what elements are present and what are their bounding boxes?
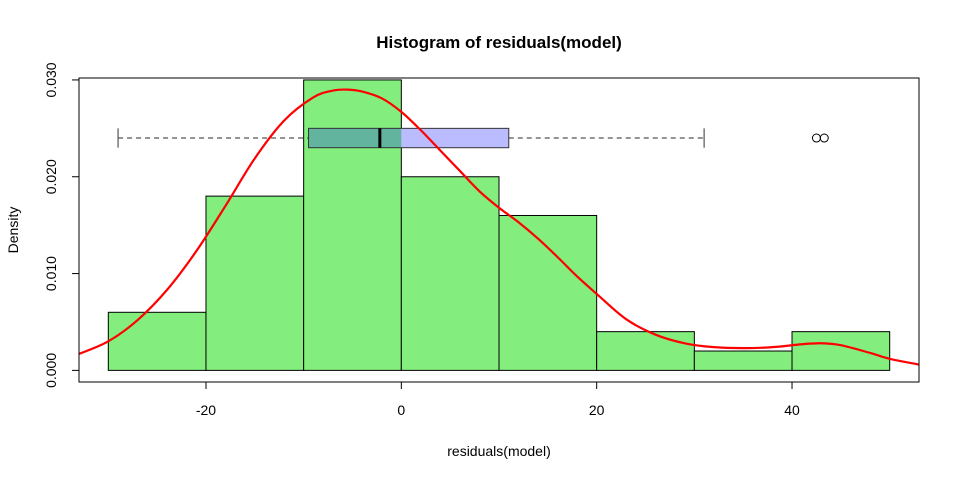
histogram-bar bbox=[205, 195, 305, 371]
histogram-bars bbox=[107, 79, 891, 371]
histogram-bar bbox=[400, 176, 500, 371]
density-curve-group bbox=[78, 88, 920, 366]
histogram-bar bbox=[791, 331, 891, 371]
boxplot-outlier bbox=[811, 133, 821, 143]
y-tick-label: 0.010 bbox=[43, 256, 59, 291]
boxplot-box-outline bbox=[308, 127, 510, 149]
y-tick-label: 0.020 bbox=[43, 159, 59, 194]
x-tick-label: 20 bbox=[589, 402, 605, 418]
y-tick-label: 0.000 bbox=[43, 353, 59, 388]
x-tick-label: -20 bbox=[196, 402, 216, 418]
boxplot-box-overlap bbox=[308, 128, 402, 148]
chart-title: Histogram of residuals(model) bbox=[376, 33, 622, 52]
boxplot bbox=[117, 127, 829, 149]
histogram-bar bbox=[498, 214, 598, 371]
density-curve bbox=[78, 88, 920, 366]
histogram-bar bbox=[303, 79, 402, 371]
y-tick-label: 0.030 bbox=[43, 62, 59, 97]
histogram-bar bbox=[693, 350, 793, 371]
x-axis-label: residuals(model) bbox=[447, 443, 550, 459]
y-axis-label: Density bbox=[5, 207, 21, 254]
boxplot-outlier bbox=[819, 133, 829, 143]
plot-frame bbox=[78, 77, 920, 383]
histogram-bar bbox=[107, 311, 207, 371]
x-tick-label: 40 bbox=[784, 402, 800, 418]
histogram-bar bbox=[596, 331, 695, 371]
x-tick-label: 0 bbox=[397, 402, 405, 418]
